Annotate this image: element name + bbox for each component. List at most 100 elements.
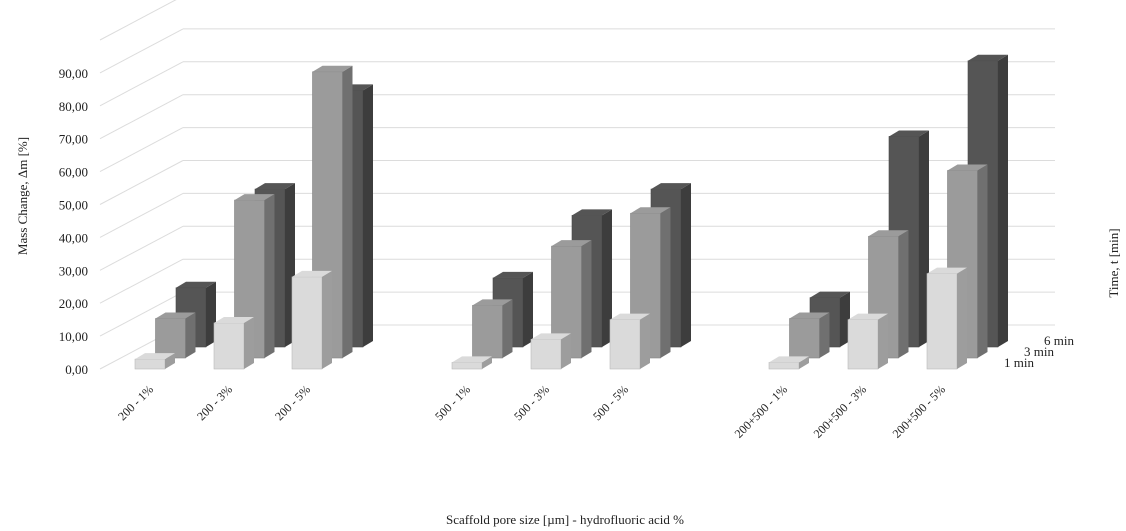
bar-top bbox=[610, 313, 650, 320]
bar-side bbox=[681, 183, 691, 347]
bar-top bbox=[472, 299, 513, 306]
bar-side bbox=[502, 299, 513, 358]
category-label: 500 - 3% bbox=[511, 382, 552, 423]
category-label: 200 - 1% bbox=[115, 382, 156, 423]
bar-front bbox=[213, 322, 245, 370]
y-tick-label: 90,00 bbox=[59, 66, 88, 81]
bar-side bbox=[840, 291, 850, 347]
bar-side bbox=[342, 65, 353, 359]
grid-diagonal bbox=[99, 225, 184, 271]
bar-side bbox=[819, 312, 830, 358]
bar-front bbox=[134, 358, 166, 370]
y-tick-labels: 0,00 10,00 20,00 30,00 40,00 50,00 60,00 70,00 8… bbox=[59, 66, 88, 377]
bar bbox=[291, 270, 332, 370]
bar bbox=[530, 333, 571, 370]
bar-top bbox=[848, 313, 888, 320]
bar bbox=[789, 312, 830, 359]
bar-top bbox=[968, 54, 1008, 61]
grid-diagonal bbox=[99, 61, 184, 107]
grid-diagonal bbox=[99, 127, 184, 173]
bar-side bbox=[581, 240, 592, 358]
bar-front bbox=[789, 318, 820, 359]
bar-top bbox=[155, 312, 196, 319]
bar-top bbox=[135, 353, 175, 360]
y-tick-label: 0,00 bbox=[65, 362, 88, 377]
grid-diagonal bbox=[99, 258, 184, 304]
category-label: 200+500 - 3% bbox=[811, 382, 870, 441]
y-tick-label: 80,00 bbox=[59, 99, 88, 114]
grid-diagonal bbox=[99, 94, 184, 140]
bar-front bbox=[155, 318, 186, 359]
bar bbox=[847, 313, 888, 370]
bar-side bbox=[977, 164, 988, 358]
y-tick-label: 10,00 bbox=[59, 329, 88, 344]
y-tick-label: 20,00 bbox=[59, 296, 88, 311]
grid-diagonal bbox=[99, 160, 184, 205]
category-label: 200+500 - 1% bbox=[732, 382, 791, 441]
grid-diagonal bbox=[99, 28, 184, 74]
bar-side bbox=[660, 207, 671, 358]
bar bbox=[768, 356, 809, 370]
bar bbox=[926, 267, 967, 370]
bar-top bbox=[214, 316, 254, 323]
bar-top bbox=[947, 164, 988, 171]
bar bbox=[134, 353, 175, 370]
bar-side bbox=[898, 230, 909, 358]
bar-side bbox=[165, 353, 175, 369]
bar-side bbox=[602, 209, 612, 347]
grid-diagonal bbox=[99, 0, 177, 41]
category-label: 200 - 3% bbox=[194, 382, 235, 423]
bar-top bbox=[889, 130, 929, 137]
bar-top bbox=[312, 65, 353, 72]
bar-front bbox=[926, 273, 958, 370]
y-axis-title: Mass Change, Δm [%] bbox=[15, 137, 30, 255]
bar-side bbox=[878, 313, 888, 369]
bar bbox=[472, 299, 513, 359]
bar bbox=[213, 316, 254, 370]
bar-top bbox=[531, 333, 571, 340]
depth-label: 1 min bbox=[1004, 355, 1034, 370]
bar-top bbox=[630, 207, 671, 214]
bar bbox=[155, 312, 196, 359]
category-label: 500 - 1% bbox=[432, 382, 473, 423]
x-axis-title: Scaffold pore size [µm] - hydrofluoric a… bbox=[446, 512, 684, 527]
category-label: 500 - 5% bbox=[590, 382, 631, 423]
bar-top bbox=[651, 183, 691, 190]
bar-top bbox=[176, 281, 216, 288]
grid-diagonal bbox=[99, 192, 184, 238]
bar-top bbox=[234, 194, 275, 201]
bar-front bbox=[451, 362, 483, 370]
bars bbox=[134, 54, 1008, 370]
bar-top bbox=[927, 267, 967, 274]
bar-front bbox=[768, 362, 800, 370]
grid-diagonal bbox=[99, 291, 184, 337]
bar-side bbox=[523, 271, 533, 347]
bar-top bbox=[452, 356, 492, 363]
bar-side bbox=[322, 270, 332, 369]
category-labels: 200 - 1% 200 - 3% 200 - 5% 500 - 1% 500 - 3%… bbox=[115, 382, 948, 441]
y-tick-label: 40,00 bbox=[59, 230, 88, 245]
y-tick-label: 30,00 bbox=[59, 263, 88, 278]
bar bbox=[609, 313, 650, 370]
bar-side bbox=[185, 312, 196, 358]
category-label: 200+500 - 5% bbox=[890, 382, 949, 441]
bar-side bbox=[799, 356, 809, 369]
bar-top bbox=[572, 209, 612, 216]
bar-side bbox=[363, 84, 373, 347]
z-axis-title: Time, t [min] bbox=[1106, 228, 1121, 297]
bar-side bbox=[206, 281, 216, 347]
bar-side bbox=[264, 194, 275, 358]
bar-front bbox=[472, 305, 503, 359]
bar-side bbox=[244, 316, 254, 369]
bar-top bbox=[551, 240, 592, 247]
bar-top bbox=[789, 312, 830, 319]
category-label: 200 - 5% bbox=[272, 382, 313, 423]
bar bbox=[451, 356, 492, 370]
bar-side bbox=[482, 356, 492, 369]
bar-top bbox=[868, 230, 909, 237]
depth-label: 3 min bbox=[1024, 344, 1054, 359]
y-tick-label: 70,00 bbox=[59, 132, 88, 147]
bar-side bbox=[998, 54, 1008, 348]
bar-front bbox=[847, 319, 879, 370]
